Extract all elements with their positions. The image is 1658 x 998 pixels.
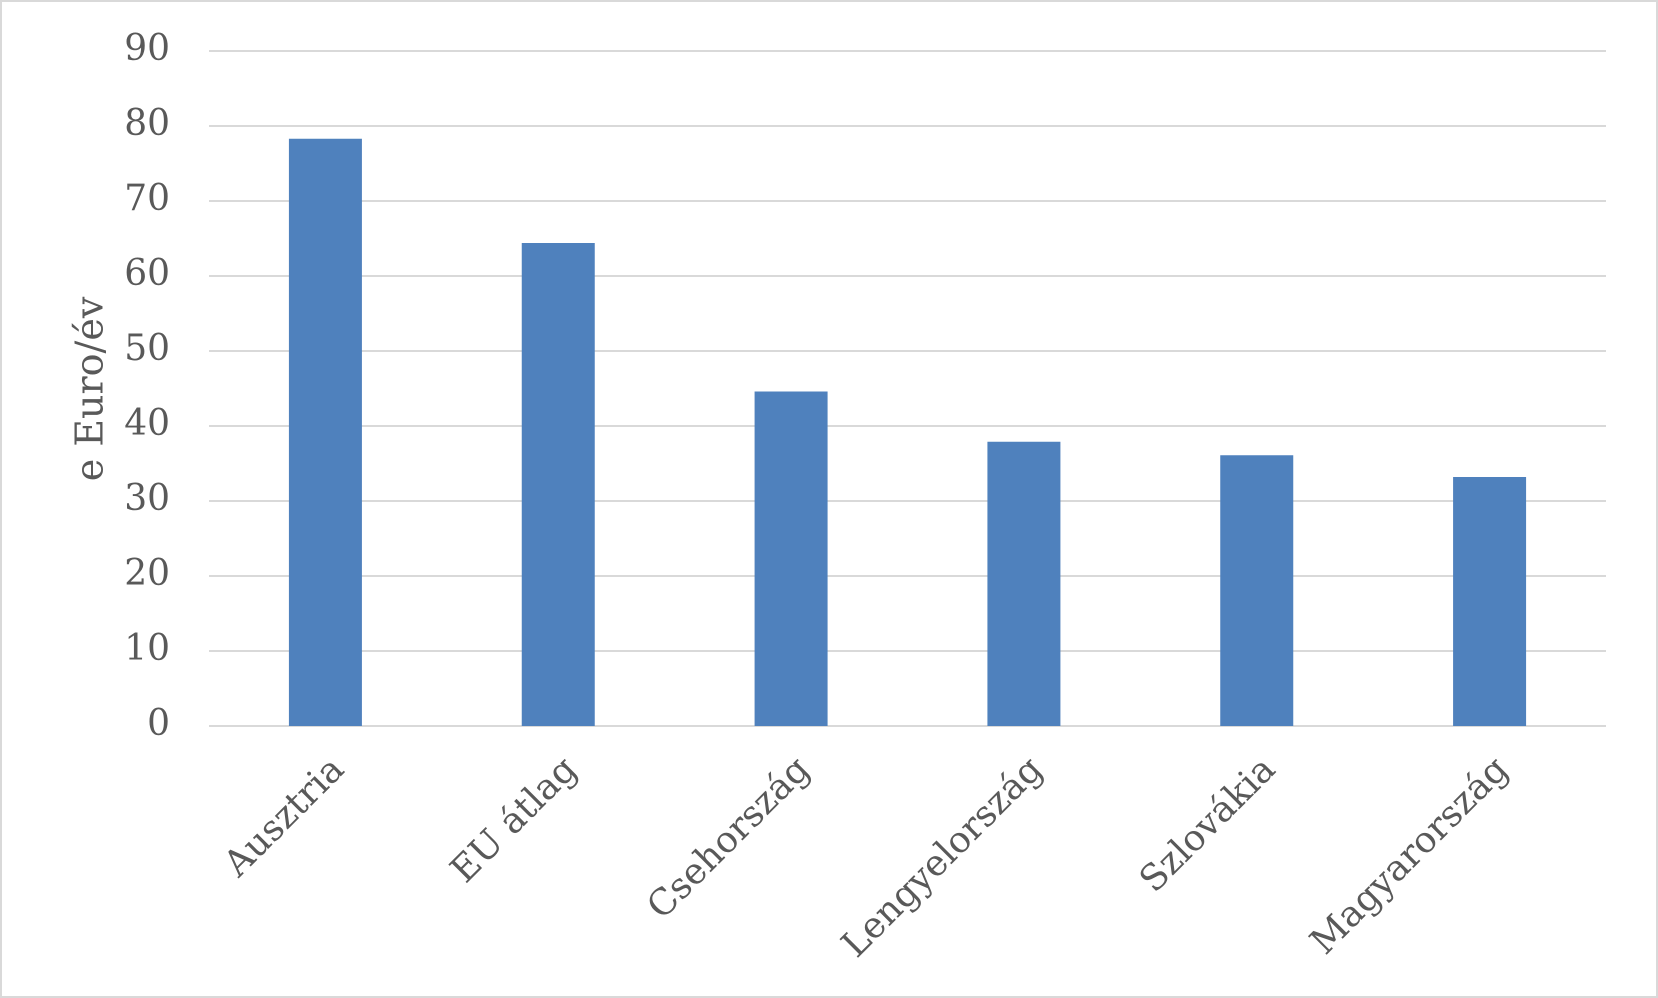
y-tick-label: 70 — [124, 178, 170, 219]
y-axis-title: e Euro/év — [68, 296, 112, 481]
bar — [1220, 455, 1294, 726]
y-tick-label: 90 — [124, 28, 170, 69]
y-tick-label: 20 — [124, 553, 170, 594]
bar — [754, 391, 828, 726]
bar — [521, 243, 595, 726]
y-tick-label: 80 — [124, 103, 170, 144]
y-tick-label: 60 — [124, 253, 170, 294]
bar — [288, 138, 362, 726]
bar — [1453, 477, 1527, 726]
y-tick-label: 50 — [124, 328, 170, 369]
y-tick-label: 30 — [124, 478, 170, 519]
y-tick-label: 10 — [124, 628, 170, 669]
bar — [987, 441, 1061, 726]
y-tick-label: 40 — [124, 403, 170, 444]
y-tick-label: 0 — [147, 703, 170, 744]
